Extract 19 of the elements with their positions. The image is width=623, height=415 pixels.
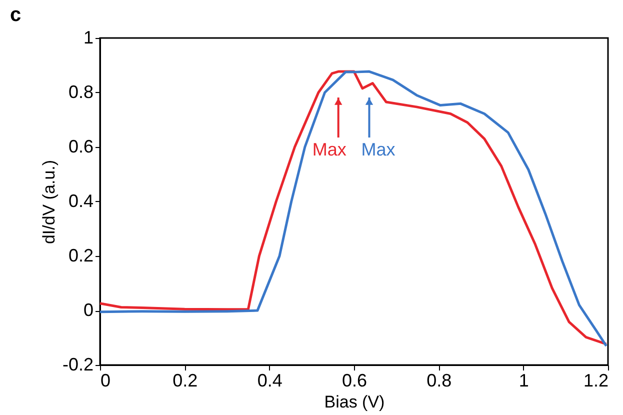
y-axis-title: dI/dV (a.u.)	[39, 160, 58, 244]
x-tick-label: 0.8	[426, 370, 452, 390]
y-tick-label: -0.2	[62, 354, 94, 374]
annotation: Max	[361, 140, 396, 160]
x-tick-label: 1	[518, 370, 529, 390]
annotation: Max	[312, 140, 346, 160]
x-tick-label: 0.2	[172, 370, 198, 390]
x-axis-title: Bias (V)	[324, 392, 385, 412]
y-tick-label: 0.4	[68, 191, 94, 211]
chart-title: c	[10, 4, 22, 26]
x-tick-label: 0.4	[257, 370, 282, 390]
y-tick-label: 0.8	[68, 82, 94, 102]
y-tick-label: 0.6	[68, 136, 94, 156]
x-tick-label: 0	[100, 370, 111, 390]
y-tick-label: 0.2	[68, 246, 94, 266]
y-tick-label: 1	[83, 28, 94, 48]
x-tick-label: 1.2	[583, 370, 608, 390]
y-tick-label: 0	[83, 300, 94, 320]
x-tick-label: 0.6	[342, 370, 368, 390]
